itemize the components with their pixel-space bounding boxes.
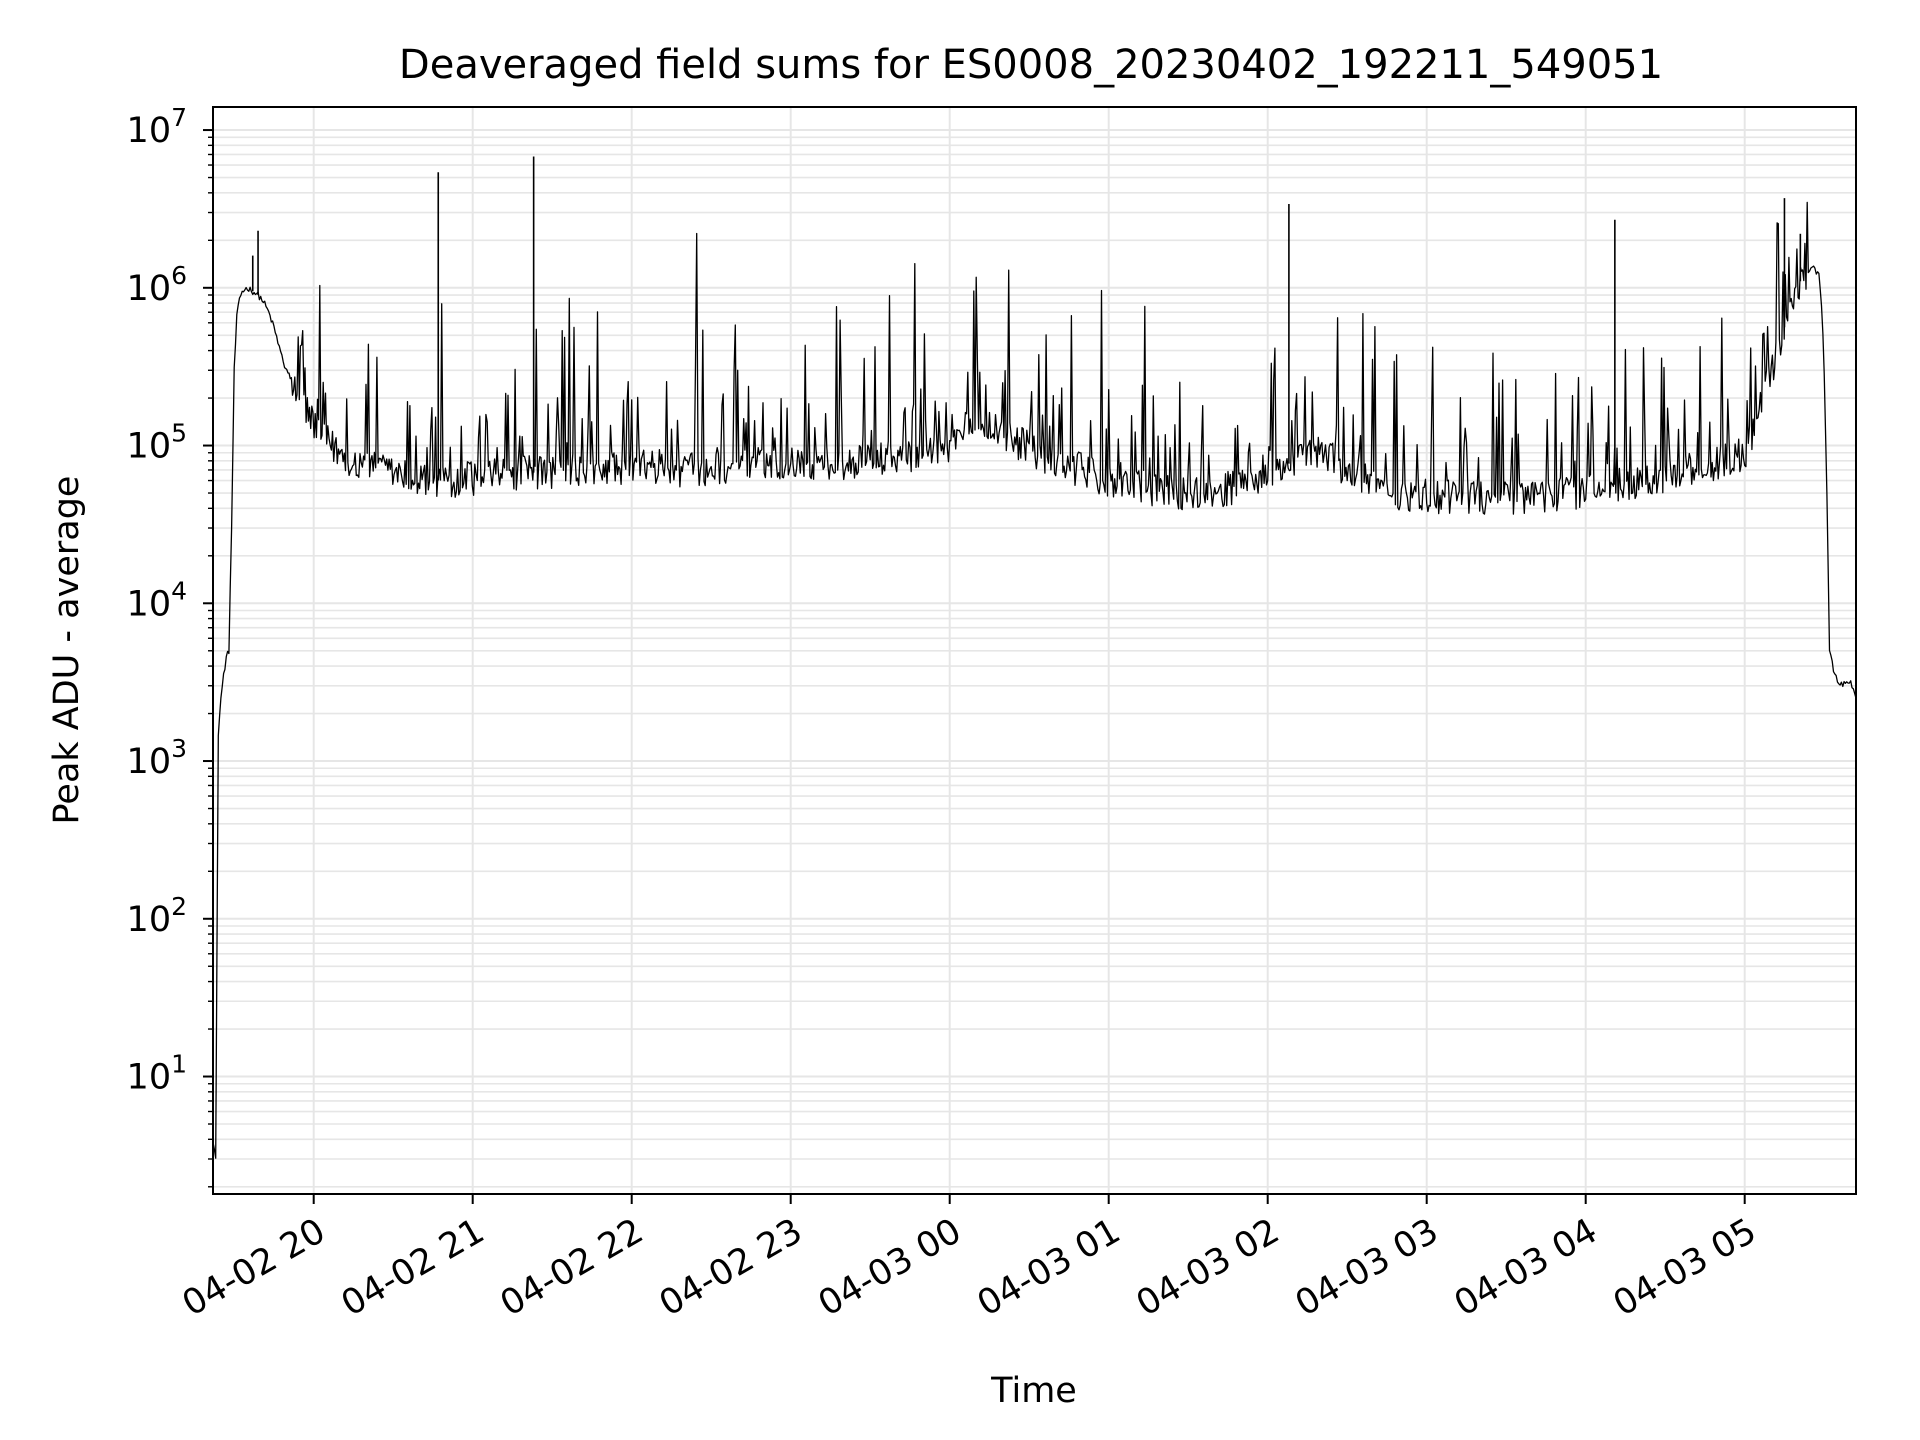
chart-title: Deaveraged field sums for ES0008_2023040… (399, 42, 1663, 88)
y-tick-label: 107 (127, 103, 187, 151)
y-tick-base: 10 (127, 427, 172, 467)
y-tick-base: 10 (127, 900, 172, 940)
x-tick-label: 04-02 20 (176, 1211, 332, 1324)
x-tick-label: 04-03 04 (1448, 1211, 1604, 1324)
grid (213, 107, 1856, 1194)
y-tick-base: 10 (127, 1058, 172, 1098)
x-tick-label: 04-02 22 (494, 1211, 650, 1324)
x-tick-label: 04-03 05 (1607, 1211, 1763, 1324)
y-tick-exponent: 4 (171, 576, 187, 605)
y-tick-label: 101 (127, 1050, 187, 1098)
y-tick-exponent: 1 (171, 1050, 187, 1079)
x-tick-label: 04-02 21 (335, 1211, 491, 1324)
x-tick-label: 04-03 00 (812, 1211, 968, 1324)
y-tick-label: 105 (127, 419, 187, 467)
x-axis-label: Time (990, 1371, 1077, 1411)
y-tick-base: 10 (127, 742, 172, 782)
data-layer (212, 156, 1857, 1159)
x-tick-label: 04-03 01 (971, 1211, 1127, 1324)
y-tick-exponent: 7 (171, 103, 187, 132)
y-tick-exponent: 6 (171, 261, 187, 290)
y-tick-label: 103 (127, 734, 187, 782)
y-tick-label: 102 (127, 892, 187, 940)
y-axis-label: Peak ADU - average (47, 476, 87, 825)
y-tick-base: 10 (127, 584, 172, 624)
y-tick-exponent: 2 (171, 892, 187, 921)
y-tick-base: 10 (127, 269, 172, 309)
y-tick-exponent: 5 (171, 419, 187, 448)
y-tick-exponent: 3 (171, 734, 187, 763)
x-tick-label: 04-02 23 (653, 1211, 809, 1324)
series-line (212, 201, 1857, 1159)
x-tick-label: 04-03 03 (1289, 1211, 1445, 1324)
y-tick-base: 10 (127, 111, 172, 151)
y-tick-label: 104 (127, 576, 187, 624)
y-tick-label: 106 (127, 261, 187, 309)
x-tick-label: 04-03 02 (1130, 1211, 1286, 1324)
